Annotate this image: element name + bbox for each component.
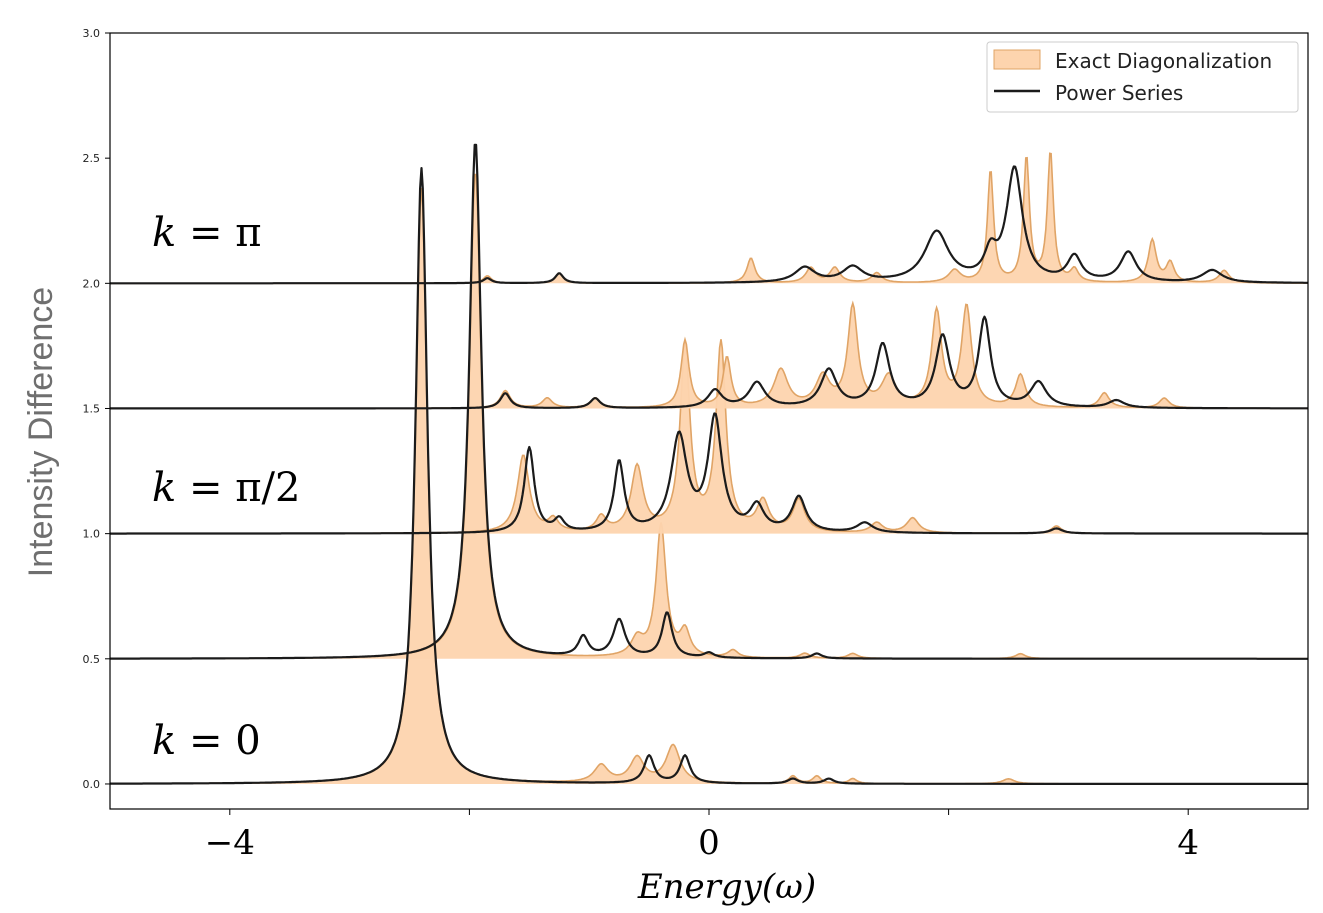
curve-label: k = π/2 [152, 465, 300, 511]
x-tick-label: 0 [698, 823, 720, 863]
x-axis-label: Energy(ω) [637, 867, 816, 907]
exact-diagonalization-area [110, 153, 1308, 284]
power-series-curve [110, 315, 1308, 410]
y-tick-label: 0.5 [83, 653, 101, 666]
y-tick-label: 2.5 [83, 152, 101, 165]
power-series-curve [110, 165, 1308, 285]
x-tick-label: 4 [1177, 823, 1199, 863]
y-tick-label: 1.0 [83, 528, 101, 541]
exact-diagonalization-edge [110, 300, 1308, 410]
legend-box [986, 41, 1299, 113]
exact-diagonalization-edge [110, 152, 1308, 285]
exact-diagonalization-area [110, 174, 1308, 659]
power-series-lines [110, 143, 1308, 785]
y-axis: 0.0 0.5 1.0 1.5 2.0 2.5 3.0 [83, 27, 110, 791]
y-tick-label: 2.0 [83, 277, 101, 290]
y-tick-label: 3.0 [83, 27, 101, 40]
exact-diagonalization-edge [110, 173, 1308, 660]
x-axis: −4 0 4 [205, 809, 1199, 863]
legend: Exact Diagonalization Power Series [986, 41, 1299, 113]
y-axis-label: Intensity Difference [22, 287, 60, 577]
legend-label-exact-diagonalization: Exact Diagonalization [1055, 49, 1272, 73]
curve-label: k = 0 [152, 718, 261, 764]
power-series-curve [110, 143, 1308, 660]
y-tick-label: 0.0 [83, 778, 101, 791]
x-tick-label: −4 [205, 823, 255, 863]
curve-label: k = π [152, 210, 261, 256]
curve-labels: k = π k = π/2 k = 0 [152, 210, 300, 764]
y-tick-label: 1.5 [83, 402, 101, 415]
exact-diagonalization-area [110, 339, 1308, 534]
exact-diagonalization-area [110, 303, 1308, 409]
plot-frame [109, 32, 1309, 810]
power-series-curve [110, 167, 1308, 785]
power-series-curve [110, 412, 1308, 535]
legend-swatch-exact-diagonalization [993, 49, 1041, 70]
legend-label-power-series: Power Series [1055, 81, 1183, 105]
